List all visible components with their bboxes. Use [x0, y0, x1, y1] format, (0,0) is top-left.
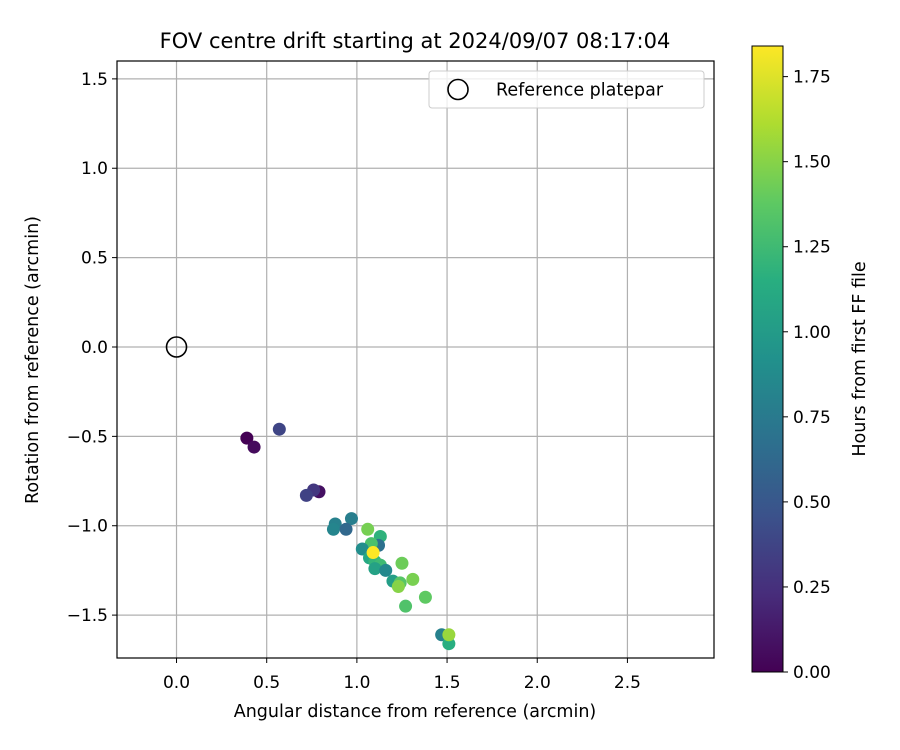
reference-platepar-marker	[165, 336, 188, 358]
data-point	[442, 637, 456, 651]
y-axis-label: Rotation from reference (arcmin)	[23, 216, 43, 504]
data-point	[418, 590, 432, 604]
data-point	[344, 512, 358, 526]
x-tick-label: 1.0	[343, 673, 370, 693]
x-tick-label: 1.5	[434, 673, 461, 693]
data-point	[399, 599, 413, 613]
x-tick-label: 2.5	[614, 673, 641, 693]
data-point	[272, 422, 286, 436]
grid	[117, 61, 714, 658]
data-point	[240, 431, 254, 445]
data-point	[368, 562, 382, 576]
data-point	[355, 542, 369, 556]
colorbar-label: Hours from first FF file	[850, 261, 870, 456]
colorbar-tick-label: 1.00	[793, 323, 831, 343]
colorbar-axis: 0.00 0.25 0.50 0.75 1.00 1.25 1.50 1.75	[783, 68, 831, 683]
data-point	[339, 522, 353, 536]
colorbar-tick-label: 0.50	[793, 493, 831, 513]
x-axis-label: Angular distance from reference (arcmin)	[234, 702, 597, 722]
x-tick-label: 2.0	[524, 673, 551, 693]
y-tick-label: −1.5	[67, 606, 108, 626]
colorbar-tick-label: 0.75	[793, 408, 831, 428]
legend-box	[428, 70, 705, 109]
data-point	[299, 488, 313, 502]
y-tick-label: 1.0	[81, 159, 108, 179]
colorbar-tick-label: 1.25	[793, 238, 831, 258]
data-point	[391, 580, 405, 594]
y-tick-label: −1.0	[67, 517, 108, 537]
data-point	[361, 522, 375, 536]
data-point	[406, 572, 420, 586]
colorbar	[751, 45, 784, 673]
colorbar-tick-label: 1.75	[793, 68, 831, 88]
x-tick-label: 0.0	[163, 673, 190, 693]
colorbar-tick-label: 0.25	[793, 578, 831, 598]
y-tick-label: 0.0	[81, 338, 108, 358]
data-point	[247, 440, 261, 454]
data-point	[326, 522, 340, 536]
legend: Reference platepar	[428, 70, 705, 109]
y-tick-label: −0.5	[67, 427, 108, 447]
chart-title: FOV centre drift starting at 2024/09/07 …	[160, 29, 671, 53]
plot-frame	[116, 60, 715, 659]
colorbar-tick-label: 0.00	[793, 663, 831, 683]
x-tick-label: 0.5	[253, 673, 280, 693]
colorbar-tick-label: 1.50	[793, 153, 831, 173]
data-point	[366, 546, 380, 560]
data-point	[442, 628, 456, 642]
data-point	[379, 563, 393, 577]
scatter-points	[240, 422, 456, 651]
y-axis: −1.5 −1.0 −0.5 0.0 0.5 1.0 1.5	[67, 70, 117, 626]
legend-marker	[447, 78, 469, 101]
data-point	[395, 556, 409, 570]
y-tick-label: 0.5	[81, 249, 108, 269]
y-tick-label: 1.5	[81, 70, 108, 90]
legend-label: Reference platepar	[496, 81, 664, 101]
x-axis: 0.0 0.5 1.0 1.5 2.0 2.5	[163, 658, 641, 693]
